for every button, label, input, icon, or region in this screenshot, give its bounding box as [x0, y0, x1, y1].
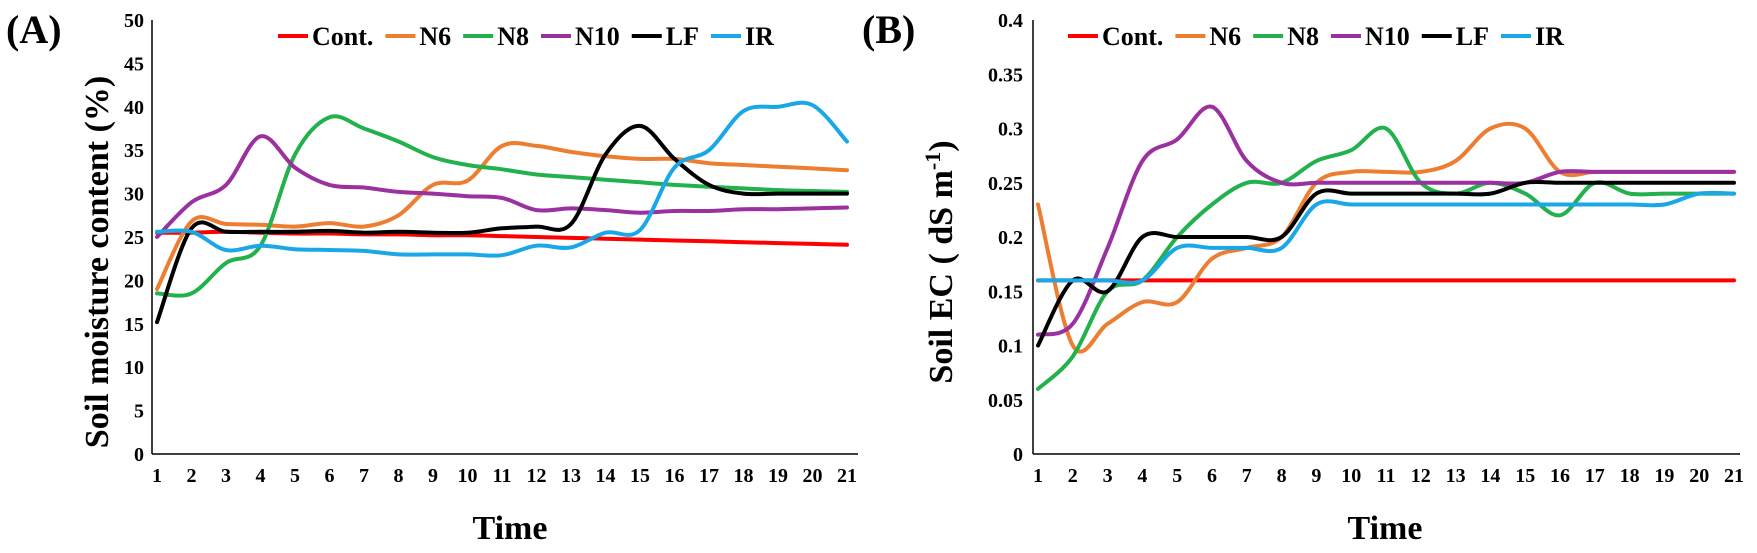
y-tick-label: 30 — [124, 184, 144, 206]
y-tick-label: 0.3 — [998, 119, 1023, 141]
panel-b: (B) Soil EC ( dS m-1) Time 0 0.05 0.1 0.15 0… — [862, 7, 1744, 547]
x-tick-label: 2 — [1068, 465, 1078, 487]
x-tick-label: 10 — [1341, 465, 1361, 487]
x-tick-label: 3 — [221, 465, 231, 487]
series-line-lf — [155, 123, 849, 325]
legend-label: IR — [745, 22, 774, 51]
legend-label: N6 — [1209, 22, 1241, 51]
x-axis-title-b: Time — [1348, 510, 1423, 547]
y-axis-title-a: Soil moisture content (%) — [79, 76, 116, 448]
x-tick-label: 12 — [1411, 465, 1431, 487]
x-tick-label: 17 — [1585, 465, 1605, 487]
y-axis-title-b-main: Soil EC ( dS m — [923, 170, 960, 384]
x-tick-label: 21 — [837, 465, 857, 487]
y-tick-label: 10 — [124, 357, 144, 379]
series-line-n6 — [155, 141, 849, 292]
x-tick-label: 19 — [1654, 465, 1674, 487]
x-tick-label: 9 — [428, 465, 438, 487]
series-line-n10 — [155, 134, 849, 239]
y-tick-label: 45 — [124, 53, 144, 75]
y-tick-label: 0.1 — [998, 336, 1023, 358]
y-tick-label: 0.05 — [988, 390, 1023, 412]
y-axis-title-b: Soil EC ( dS m-1) — [920, 140, 960, 383]
x-tick-label: 18 — [734, 465, 754, 487]
y-tick-label: 0.35 — [988, 64, 1023, 86]
x-tick-label: 6 — [325, 465, 335, 487]
x-tick-label: 5 — [290, 465, 300, 487]
legend-label: IR — [1535, 22, 1564, 51]
panel-label-a: (A) — [6, 7, 62, 52]
y-tick-label: 0 — [134, 444, 144, 466]
x-tick-label: 17 — [699, 465, 719, 487]
x-tick-label: 8 — [394, 465, 404, 487]
x-tick-label: 20 — [803, 465, 823, 487]
x-tick-label: 1 — [1033, 465, 1043, 487]
x-tick-label: 8 — [1277, 465, 1287, 487]
series-line-n10 — [1036, 104, 1736, 337]
x-tick-label: 16 — [1550, 465, 1570, 487]
x-tick-label: 9 — [1311, 465, 1321, 487]
x-tick-label: 11 — [493, 465, 512, 487]
x-tick-label: 7 — [359, 465, 369, 487]
x-tick-label: 13 — [561, 465, 581, 487]
y-tick-label: 0.4 — [998, 10, 1023, 32]
x-tick-label: 18 — [1620, 465, 1640, 487]
legend-label: N6 — [419, 22, 451, 51]
y-tick-label: 0 — [1013, 444, 1023, 466]
x-tick-label: 15 — [630, 465, 650, 487]
y-tick-label: 50 — [124, 10, 144, 32]
x-tick-label: 16 — [665, 465, 685, 487]
y-axis-title-b-close: ) — [923, 140, 960, 151]
x-tick-label: 11 — [1377, 465, 1396, 487]
y-tick-label: 5 — [134, 401, 144, 423]
x-tick-label: 13 — [1446, 465, 1466, 487]
y-axis-title-b-sup: -1 — [920, 152, 945, 170]
x-tick-label: 19 — [768, 465, 788, 487]
legend-label: N10 — [1365, 22, 1410, 51]
x-tick-label: 20 — [1689, 465, 1709, 487]
x-tick-label: 14 — [1480, 465, 1500, 487]
x-tick-label: 12 — [527, 465, 547, 487]
series-line-ir — [1036, 190, 1736, 285]
y-tick-label: 0.25 — [988, 173, 1023, 195]
legend-label: N8 — [497, 22, 529, 51]
series-line-n8 — [1036, 125, 1736, 391]
legend-label: Cont. — [1102, 22, 1163, 51]
x-tick-label: 4 — [1137, 465, 1147, 487]
y-tick-label: 25 — [124, 227, 144, 249]
series-line-ir — [155, 100, 849, 258]
legend-label: LF — [1456, 22, 1489, 51]
x-tick-label: 10 — [458, 465, 478, 487]
series-line-n8 — [155, 114, 849, 298]
legend-label: LF — [666, 22, 699, 51]
series-line-lf — [1036, 179, 1736, 348]
x-tick-label: 21 — [1724, 465, 1744, 487]
y-tick-label: 20 — [124, 270, 144, 292]
legend-label: N8 — [1287, 22, 1319, 51]
x-tick-label: 7 — [1242, 465, 1252, 487]
legend-label: N10 — [575, 22, 620, 51]
x-tick-label: 6 — [1207, 465, 1217, 487]
x-tick-label: 4 — [256, 465, 266, 487]
x-tick-label: 3 — [1103, 465, 1113, 487]
x-tick-label: 2 — [187, 465, 197, 487]
x-tick-label: 5 — [1172, 465, 1182, 487]
y-tick-label: 15 — [124, 314, 144, 336]
x-tick-label: 15 — [1515, 465, 1535, 487]
x-tick-label: 1 — [152, 465, 162, 487]
panel-label-b: (B) — [862, 7, 915, 52]
legend-label: Cont. — [312, 22, 373, 51]
x-tick-label: 14 — [596, 465, 616, 487]
x-axis-title-a: Time — [473, 510, 548, 547]
y-tick-label: 35 — [124, 140, 144, 162]
y-tick-label: 0.2 — [998, 227, 1023, 249]
panel-a: (A) Soil moisture content (%) Time 0 5 10 1… — [6, 7, 858, 547]
y-tick-label: 40 — [124, 97, 144, 119]
y-tick-label: 0.15 — [988, 281, 1023, 303]
